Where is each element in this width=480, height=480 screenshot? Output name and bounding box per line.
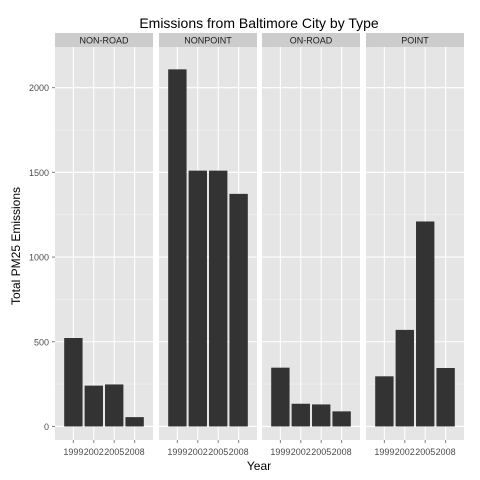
y-axis: 0 500 1000 1500 2000	[29, 83, 55, 432]
bar-on-road-2005	[312, 404, 330, 426]
x-tick-label: 2002	[395, 447, 415, 457]
facet-strip-label: NON-ROAD	[80, 36, 129, 46]
x-tick-label: 2008	[229, 447, 249, 457]
bar-nonpoint-2005	[209, 171, 227, 427]
bar-point-2005	[416, 221, 434, 426]
facet-strip-label: ON-ROAD	[290, 36, 333, 46]
y-tick-label: 500	[34, 337, 49, 347]
facet-on-road: ON-ROAD 1999 2002 2005 2008	[262, 33, 360, 457]
x-tick-label: 1999	[167, 447, 187, 457]
facet-strip-label: POINT	[401, 36, 429, 46]
x-tick-label: 2008	[125, 447, 145, 457]
facet-nonpoint: NONPOINT 1999 2002 2005 2008	[159, 33, 257, 457]
x-tick-label: 2005	[311, 447, 331, 457]
chart-title: Emissions from Baltimore City by Type	[139, 15, 379, 31]
bar-on-road-2008	[332, 411, 350, 426]
bar-point-2002	[396, 330, 414, 427]
y-tick-label: 2000	[29, 83, 49, 93]
x-tick-label: 2005	[208, 447, 228, 457]
bar-nonpoint-2008	[229, 194, 247, 427]
x-tick-label: 2002	[188, 447, 208, 457]
bar-non-road-2008	[125, 417, 143, 426]
bar-on-road-2002	[292, 404, 310, 427]
x-tick-label: 2008	[332, 447, 352, 457]
x-tick-label: 1999	[270, 447, 290, 457]
bar-nonpoint-2002	[189, 171, 207, 427]
x-tick-label: 2005	[104, 447, 124, 457]
bar-point-2008	[436, 368, 454, 426]
y-tick-label: 1000	[29, 253, 49, 263]
facet-non-road: NON-ROAD 1999 2002 2005 2008	[55, 33, 153, 457]
x-tick-label: 1999	[374, 447, 394, 457]
bar-nonpoint-1999	[168, 69, 186, 426]
bar-non-road-1999	[64, 338, 82, 426]
x-tick-label: 2002	[84, 447, 104, 457]
y-tick-label: 0	[44, 422, 49, 432]
bar-point-1999	[375, 376, 393, 426]
x-tick-label: 1999	[63, 447, 83, 457]
facet-strip-label: NONPOINT	[184, 36, 232, 46]
x-tick-label: 2008	[436, 447, 456, 457]
x-axis-title: Year	[247, 459, 271, 473]
bar-on-road-1999	[271, 368, 289, 427]
y-tick-label: 1500	[29, 168, 49, 178]
x-tick-label: 2005	[415, 447, 435, 457]
y-axis-title: Total PM25 Emissions	[9, 187, 23, 305]
x-tick-label: 2002	[291, 447, 311, 457]
bar-non-road-2002	[85, 386, 103, 427]
bar-non-road-2005	[105, 384, 123, 426]
facet-point: POINT 1999 2002 2005 2008	[366, 33, 464, 457]
